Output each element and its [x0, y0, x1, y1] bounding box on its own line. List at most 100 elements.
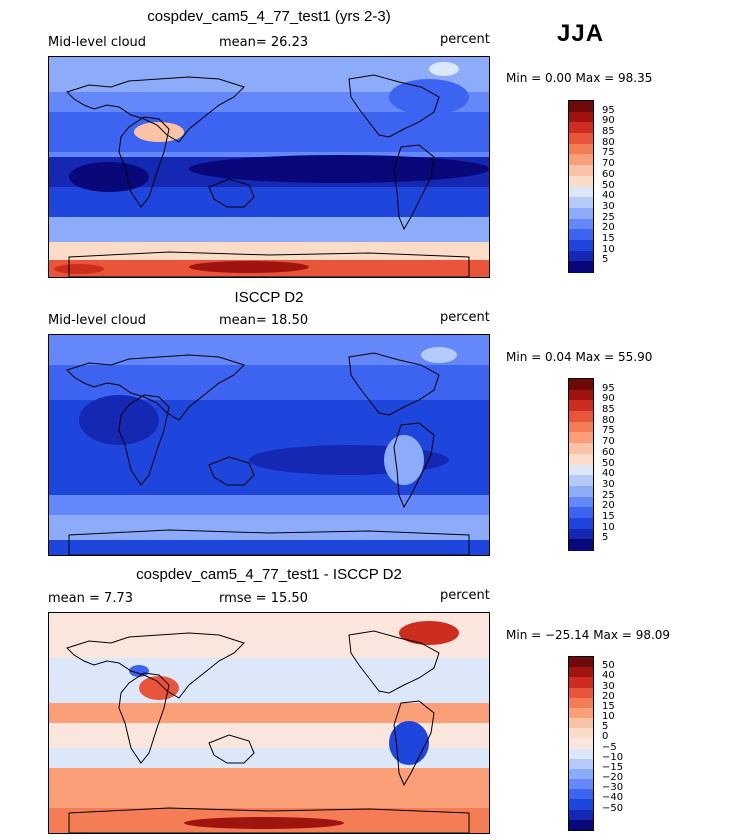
colorbar-cell — [569, 411, 593, 423]
colorbar-cell — [569, 677, 593, 689]
field-blob — [79, 395, 159, 445]
colorbar-cell — [569, 432, 593, 444]
colorbar-cell — [569, 768, 593, 780]
colorbar-cell — [569, 507, 593, 519]
colorbar-tick-label: 50 — [602, 660, 615, 672]
panel-3-colorbar-labels: 50 40 30 20 15 10 5 0 −5 −10 −15 −20 −30 −40 −50 — [602, 656, 642, 831]
coastline — [348, 352, 440, 416]
coastline — [393, 422, 435, 509]
colorbar-tick-label: 30 — [602, 478, 615, 490]
panel-2-units-label: percent — [440, 310, 490, 325]
panel-3-mean-label: mean = 7.73 — [48, 591, 133, 606]
field-band — [49, 748, 489, 768]
field-band — [49, 768, 489, 808]
colorbar-tick-label: 0 — [602, 731, 609, 743]
colorbar-tick-label: 20 — [602, 690, 615, 702]
colorbar-tick-label: 80 — [602, 136, 615, 148]
coastline — [66, 632, 245, 699]
colorbar-tick-label: 15 — [602, 510, 615, 522]
colorbar-cell — [569, 738, 593, 750]
colorbar-cell — [569, 250, 593, 262]
field-band — [49, 495, 489, 515]
colorbar-tick-label: 10 — [602, 711, 615, 723]
colorbar-cell — [569, 122, 593, 134]
colorbar-tick-label: 25 — [602, 211, 615, 223]
colorbar-tick-label: 10 — [602, 521, 615, 533]
colorbar-cell — [569, 133, 593, 145]
colorbar-cell — [569, 667, 593, 678]
colorbar-cell — [569, 175, 593, 187]
coastline — [208, 456, 255, 486]
panel-2-title: ISCCP D2 — [234, 289, 304, 306]
field-blob — [69, 162, 149, 192]
panel-1-minmax: Min = 0.00 Max = 98.35 — [506, 71, 653, 85]
coastline — [66, 76, 245, 143]
colorbar-cell — [569, 528, 593, 540]
field-band — [49, 242, 489, 260]
colorbar-cell — [569, 229, 593, 241]
colorbar-cell — [569, 789, 593, 800]
panel-3-minmax: Min = −25.14 Max = 98.09 — [506, 628, 671, 642]
colorbar-tick-label: 20 — [602, 222, 615, 234]
panel-1-units-label: percent — [440, 32, 490, 47]
colorbar-cell — [569, 453, 593, 465]
panel-3-units-label: percent — [440, 588, 490, 603]
field-band — [49, 217, 489, 242]
colorbar-tick-label: 70 — [602, 436, 615, 448]
coastline — [393, 144, 435, 231]
colorbar-cell — [569, 111, 593, 123]
colorbar-cell — [569, 657, 593, 668]
colorbar-cell — [569, 143, 593, 155]
field-band — [49, 515, 489, 540]
colorbar-cell — [569, 819, 593, 831]
colorbar-cell — [569, 239, 593, 252]
colorbar-tick-label: 50 — [602, 179, 615, 191]
colorbar-cell — [569, 443, 593, 455]
coastline — [348, 74, 440, 138]
colorbar-cell — [569, 400, 593, 412]
season-label: JJA — [557, 20, 605, 47]
colorbar-cell — [569, 718, 593, 729]
panel-1-colorbar-labels: 95 90 85 80 75 70 60 50 40 30 25 20 15 10 5 — [602, 100, 642, 273]
panel-2-minmax: Min = 0.04 Max = 55.90 — [506, 350, 653, 364]
coastline — [68, 807, 470, 833]
coastline — [68, 251, 470, 277]
coastline — [68, 529, 470, 555]
panel-2-colorbar — [568, 378, 594, 551]
colorbar-tick-label: 10 — [602, 243, 615, 255]
field-blob — [389, 79, 469, 115]
colorbar-tick-label: −30 — [602, 782, 624, 794]
colorbar-tick-label: 15 — [602, 232, 615, 244]
colorbar-cell — [569, 464, 593, 476]
field-blob — [184, 817, 344, 829]
colorbar-cell — [569, 421, 593, 433]
panel-1-colorbar — [568, 100, 594, 273]
colorbar-tick-label: 40 — [602, 468, 615, 480]
field-band — [49, 703, 489, 723]
coastline — [118, 394, 170, 486]
coastline — [118, 672, 170, 764]
panel-3-title: cospdev_cam5_4_77_test1 - ISCCP D2 — [136, 566, 402, 583]
panel-2-map — [48, 334, 490, 556]
field-blob — [421, 347, 457, 363]
coastline — [348, 630, 440, 694]
colorbar-cell — [569, 758, 593, 770]
colorbar-tick-label: 75 — [602, 147, 615, 159]
colorbar-cell — [569, 485, 593, 498]
colorbar-tick-label: −20 — [602, 772, 624, 784]
coastline — [208, 178, 255, 208]
coastline — [208, 734, 255, 764]
panel-2-mean-label: mean= 18.50 — [219, 313, 309, 328]
colorbar-tick-label: 95 — [602, 104, 615, 116]
colorbar-tick-label: 85 — [602, 404, 615, 416]
colorbar-cell — [569, 707, 593, 719]
colorbar-tick-label: 30 — [602, 200, 615, 212]
panel-2-colorbar-labels: 95 90 85 80 75 70 60 50 40 30 25 20 15 10 5 — [602, 378, 642, 551]
panel-1-title: cospdev_cam5_4_77_test1 (yrs 2-3) — [147, 8, 391, 25]
colorbar-tick-label: −5 — [602, 741, 617, 753]
field-blob — [129, 665, 149, 677]
colorbar-cell — [569, 809, 593, 821]
colorbar-tick-label: −40 — [602, 792, 624, 804]
panel-1-map — [48, 56, 490, 278]
colorbar-tick-label: 85 — [602, 126, 615, 138]
